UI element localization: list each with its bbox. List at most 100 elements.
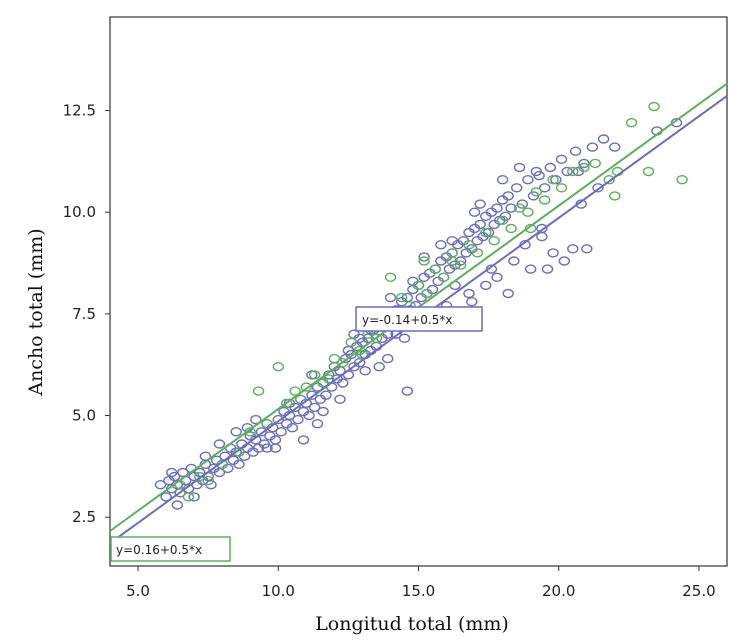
blue-point — [272, 414, 284, 425]
green-point — [567, 166, 579, 177]
blue-point — [544, 162, 556, 173]
blue-point — [547, 248, 559, 258]
blue-point — [317, 406, 329, 417]
green-point — [438, 272, 450, 282]
blue-point — [362, 333, 374, 343]
blue-point — [578, 158, 590, 169]
green-equation-label: y=0.16+0.5*x — [110, 536, 231, 562]
green-point — [182, 492, 195, 502]
green-point — [261, 419, 273, 429]
blue-point — [193, 467, 206, 478]
blue-point — [586, 142, 599, 152]
green-point — [625, 117, 638, 128]
plot-area-frame — [109, 16, 728, 567]
blue-point — [474, 219, 486, 230]
blue-point — [567, 244, 579, 254]
blue-point — [250, 414, 262, 425]
blue-point — [592, 183, 604, 193]
green-point — [578, 162, 590, 173]
green-point — [356, 349, 369, 360]
blue-point — [511, 183, 523, 193]
green-point — [345, 337, 357, 347]
x-tick-label: 10.0 — [262, 582, 295, 600]
green-point — [603, 174, 615, 185]
blue-point — [165, 467, 178, 478]
blue-point — [491, 272, 503, 282]
blue-point — [505, 203, 517, 213]
blue-point — [373, 362, 385, 372]
blue-point — [555, 154, 568, 165]
green-point — [530, 187, 542, 197]
green-point — [555, 183, 568, 193]
blue-point — [353, 333, 366, 343]
blue-point — [233, 459, 245, 469]
blue-point — [311, 419, 324, 429]
x-tick-label: 25.0 — [682, 582, 715, 600]
green-point — [328, 353, 341, 364]
green-point — [412, 280, 425, 291]
x-tick-label: 5.0 — [126, 582, 150, 600]
blue-point — [297, 435, 310, 445]
blue-point — [536, 223, 548, 234]
green-point — [252, 386, 265, 396]
green-point — [648, 101, 660, 112]
green-point — [471, 248, 484, 258]
blue-point — [502, 288, 514, 299]
green-point — [480, 227, 492, 238]
blue-point — [597, 134, 610, 144]
green-point — [609, 191, 621, 201]
y-axis-title: Ancho total (mm) — [25, 228, 47, 396]
blue-point — [418, 252, 430, 262]
x-tick-label: 20.0 — [542, 582, 575, 600]
blue-point — [463, 288, 475, 299]
blue-point — [435, 239, 447, 250]
y-tick-label: 5.0 — [72, 407, 96, 425]
green-point — [505, 223, 517, 234]
blue-point — [334, 394, 346, 404]
blue-point — [255, 427, 268, 437]
blue-point — [454, 256, 467, 266]
blue-point — [398, 333, 411, 343]
blue-point — [569, 146, 582, 156]
blue-point — [306, 390, 318, 400]
blue-point — [230, 427, 242, 437]
green-point — [323, 374, 335, 384]
blue-point — [353, 358, 366, 368]
green-point — [281, 398, 293, 408]
blue-point — [401, 386, 413, 396]
green-point — [300, 382, 312, 392]
blue-point — [446, 235, 458, 246]
x-tick-label: 15.0 — [402, 582, 435, 600]
green-equation-box — [110, 536, 231, 562]
blue-point — [269, 443, 282, 453]
blue-point — [609, 142, 621, 152]
y-tick-label: 7.5 — [72, 305, 96, 323]
blue-point — [522, 174, 534, 185]
green-point — [384, 272, 397, 282]
green-point — [429, 264, 441, 274]
green-point — [202, 475, 214, 486]
green-point — [488, 235, 500, 246]
blue-equation-box — [355, 306, 483, 332]
green-point — [396, 292, 408, 303]
green-point — [463, 239, 475, 250]
blue-point — [539, 183, 551, 193]
blue-point — [337, 378, 349, 388]
blue-point — [466, 297, 478, 307]
blue-point — [670, 117, 683, 128]
blue-point — [359, 366, 371, 376]
green-point — [193, 471, 206, 482]
green-equation-text: y=0.16+0.5*x — [116, 543, 202, 557]
green-point — [547, 174, 559, 185]
green-point — [589, 158, 601, 169]
blue-point — [342, 345, 355, 356]
blue-point — [558, 256, 570, 266]
blue-point — [474, 199, 486, 209]
green-point — [289, 386, 301, 396]
blue-point — [275, 427, 287, 437]
green-point — [370, 333, 383, 343]
green-point — [642, 166, 655, 177]
blue-point — [320, 390, 332, 400]
